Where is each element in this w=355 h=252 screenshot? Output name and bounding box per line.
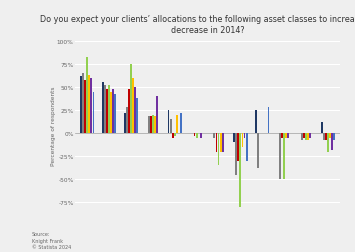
Bar xyxy=(93,92,94,134)
Bar xyxy=(255,111,257,134)
Bar xyxy=(152,115,154,134)
Bar xyxy=(102,83,104,134)
Bar xyxy=(126,108,128,134)
Bar xyxy=(323,134,325,141)
Bar xyxy=(132,78,134,134)
Bar xyxy=(180,113,182,134)
Bar xyxy=(106,89,108,134)
Bar xyxy=(150,117,152,134)
Bar xyxy=(333,134,335,141)
Bar xyxy=(309,134,311,138)
Bar xyxy=(128,89,130,134)
Bar xyxy=(307,134,309,141)
Bar xyxy=(215,134,217,152)
Bar xyxy=(285,134,287,138)
Bar xyxy=(329,134,331,138)
Bar xyxy=(268,108,269,134)
Bar xyxy=(154,117,156,134)
Bar xyxy=(172,134,174,138)
Bar xyxy=(112,89,114,134)
Bar xyxy=(82,74,84,134)
Bar xyxy=(241,134,244,147)
Bar xyxy=(283,134,285,179)
Bar xyxy=(86,57,88,134)
Bar xyxy=(222,134,224,152)
Bar xyxy=(110,92,112,134)
Bar xyxy=(244,134,245,138)
Bar xyxy=(148,117,149,134)
Bar xyxy=(176,115,178,134)
Bar xyxy=(91,78,92,134)
Bar xyxy=(325,134,327,141)
Bar xyxy=(114,95,116,134)
Bar xyxy=(301,134,303,141)
Bar xyxy=(257,134,259,168)
Bar xyxy=(174,134,176,136)
Y-axis label: Percentage of respondents: Percentage of respondents xyxy=(50,86,55,165)
Bar xyxy=(218,134,219,166)
Bar xyxy=(156,97,158,134)
Bar xyxy=(88,76,90,134)
Bar xyxy=(303,134,305,138)
Bar xyxy=(305,134,307,141)
Bar xyxy=(240,134,241,207)
Bar xyxy=(327,134,329,152)
Bar xyxy=(168,111,169,134)
Bar xyxy=(213,134,215,138)
Bar xyxy=(220,134,222,152)
Bar xyxy=(235,134,237,175)
Bar xyxy=(108,86,110,134)
Bar xyxy=(170,120,171,134)
Bar xyxy=(193,134,196,136)
Bar xyxy=(134,88,136,134)
Bar xyxy=(136,99,138,134)
Bar xyxy=(321,122,323,134)
Title: Do you expect your clients’ allocations to the following asset classes to increa: Do you expect your clients’ allocations … xyxy=(40,15,355,35)
Bar xyxy=(84,80,86,134)
Bar xyxy=(196,134,197,138)
Bar xyxy=(80,77,82,134)
Bar xyxy=(200,134,202,138)
Bar xyxy=(233,134,235,143)
Bar xyxy=(130,65,132,134)
Bar xyxy=(246,134,247,161)
Bar xyxy=(124,113,126,134)
Bar xyxy=(237,134,239,161)
Bar xyxy=(279,134,281,179)
Bar xyxy=(281,134,283,138)
Bar xyxy=(104,86,106,134)
Text: Source:
Knight Frank
© Statista 2024: Source: Knight Frank © Statista 2024 xyxy=(32,231,71,249)
Bar xyxy=(331,134,333,150)
Bar xyxy=(288,134,289,138)
